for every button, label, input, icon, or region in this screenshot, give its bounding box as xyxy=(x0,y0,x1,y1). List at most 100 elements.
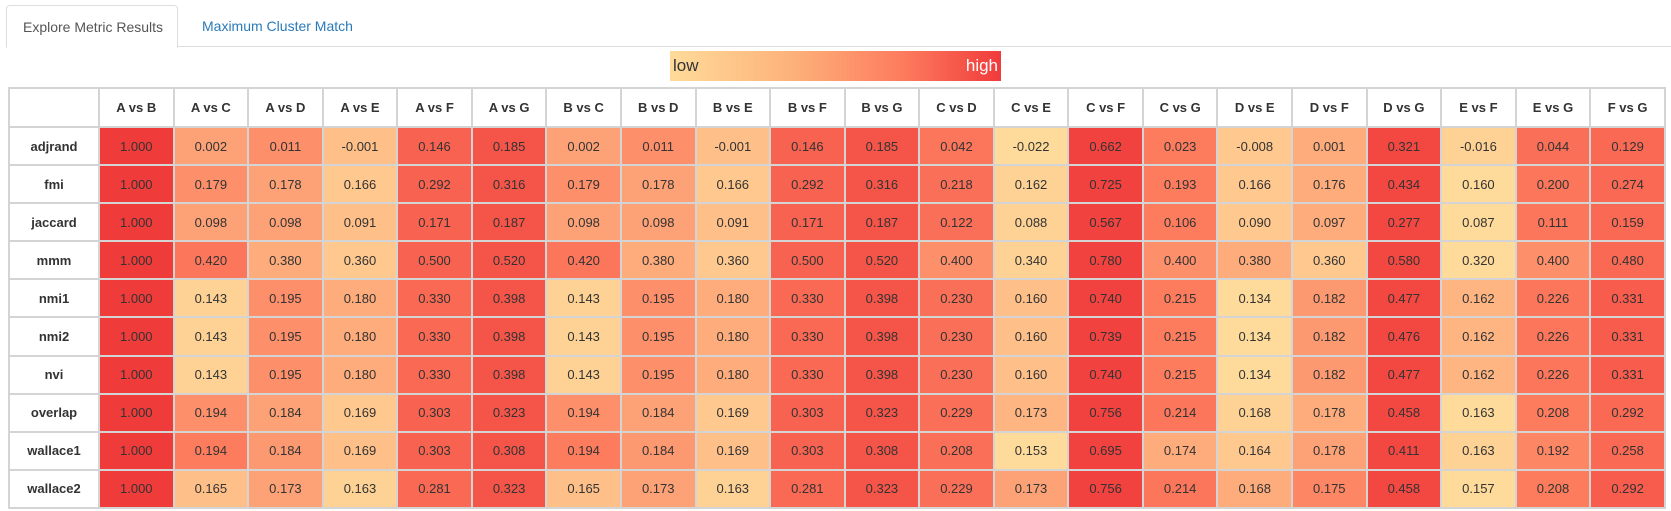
metric-cell: 0.330 xyxy=(396,316,473,357)
metric-cell: 0.780 xyxy=(1067,240,1144,281)
metric-cell: 0.166 xyxy=(321,164,399,205)
metric-cell: 0.162 xyxy=(1440,278,1517,319)
metric-cell: 0.195 xyxy=(619,354,697,395)
column-header: E vs F xyxy=(1440,87,1517,128)
metric-cell: 0.277 xyxy=(1365,202,1443,243)
metric-cell: 0.180 xyxy=(694,278,772,319)
metric-cell: 0.134 xyxy=(1216,278,1293,319)
metric-cell: 0.477 xyxy=(1365,278,1443,319)
metric-cell: 0.173 xyxy=(992,392,1070,433)
metric-cell: 0.281 xyxy=(396,468,473,510)
metric-cell: 0.165 xyxy=(545,468,622,510)
metric-cell: 0.153 xyxy=(992,430,1070,471)
metric-cell: 0.500 xyxy=(396,240,473,281)
metric-cell: 0.143 xyxy=(545,278,622,319)
metric-cell: 0.195 xyxy=(247,316,324,357)
tab-maximum-cluster-match[interactable]: Maximum Cluster Match xyxy=(202,18,353,34)
metric-cell: 0.169 xyxy=(694,392,772,433)
metric-cell: 0.002 xyxy=(172,125,250,167)
column-header: A vs C xyxy=(172,87,250,128)
metric-cell: 0.185 xyxy=(843,125,921,167)
metric-cell: 0.398 xyxy=(470,316,548,357)
metric-cell: 0.162 xyxy=(1440,316,1517,357)
column-header: C vs F xyxy=(1067,87,1144,128)
metric-cell: 0.180 xyxy=(321,316,399,357)
metric-cell: 0.323 xyxy=(843,392,921,433)
metric-cell: 0.179 xyxy=(545,164,622,205)
metric-cell: 0.171 xyxy=(769,202,846,243)
column-header: E vs G xyxy=(1514,87,1592,128)
metric-cell: 0.023 xyxy=(1141,125,1219,167)
metric-cell: 0.143 xyxy=(172,354,250,395)
metric-cell: 0.458 xyxy=(1365,468,1443,510)
metric-cell: 0.398 xyxy=(470,278,548,319)
metric-cell: 0.380 xyxy=(247,240,324,281)
metric-cell: 0.740 xyxy=(1067,354,1144,395)
metric-cell: 0.215 xyxy=(1141,354,1219,395)
metric-cell: 0.143 xyxy=(545,354,622,395)
metric-cell: 0.434 xyxy=(1365,164,1443,205)
metric-cell: 0.098 xyxy=(545,202,622,243)
column-header: A vs E xyxy=(321,87,399,128)
metric-cell: 0.180 xyxy=(694,354,772,395)
metric-cell: 0.520 xyxy=(470,240,548,281)
column-header: A vs G xyxy=(470,87,548,128)
metric-cell: 0.168 xyxy=(1216,468,1293,510)
metric-cell: 0.160 xyxy=(992,316,1070,357)
metric-cell: 0.480 xyxy=(1589,240,1666,281)
metric-cell: 0.106 xyxy=(1141,202,1219,243)
metric-cell: 0.091 xyxy=(694,202,772,243)
table-row: overlap 1.000 0.194 0.184 0.169 0.303 0.323 0.1… xyxy=(8,392,1666,433)
metric-cell: 0.662 xyxy=(1067,125,1144,167)
metric-cell: 0.162 xyxy=(1440,354,1517,395)
legend-high-label: high xyxy=(965,56,998,75)
column-header: F vs G xyxy=(1589,87,1666,128)
column-header: A vs B xyxy=(98,87,175,128)
metric-cell: 0.292 xyxy=(396,164,473,205)
metric-cell: 0.184 xyxy=(247,430,324,471)
metric-cell: 0.164 xyxy=(1216,430,1293,471)
metric-cell: 0.180 xyxy=(694,316,772,357)
tab-explore-metric-results[interactable]: Explore Metric Results xyxy=(6,5,178,48)
metric-cell: 0.184 xyxy=(619,430,697,471)
metric-cell: 0.169 xyxy=(694,430,772,471)
metric-cell: 0.143 xyxy=(545,316,622,357)
metric-cell: 0.011 xyxy=(619,125,697,167)
metric-cell: 0.476 xyxy=(1365,316,1443,357)
metric-cell: 0.178 xyxy=(247,164,324,205)
metric-cell: 0.122 xyxy=(918,202,995,243)
metric-cell: 0.215 xyxy=(1141,316,1219,357)
metric-cell: 0.323 xyxy=(470,392,548,433)
metric-cell: 0.192 xyxy=(1514,430,1592,471)
metric-cell: 0.274 xyxy=(1589,164,1666,205)
metric-cell: 0.380 xyxy=(1216,240,1293,281)
row-header: wallace1 xyxy=(8,430,100,471)
metric-cell: 0.187 xyxy=(470,202,548,243)
metric-cell: 0.180 xyxy=(321,354,399,395)
metric-cell: 0.146 xyxy=(396,125,473,167)
column-header: D vs G xyxy=(1365,87,1443,128)
metric-cell: -0.022 xyxy=(992,125,1070,167)
metric-cell: 0.226 xyxy=(1514,278,1592,319)
metric-cell: 0.200 xyxy=(1514,164,1592,205)
metric-cell: 0.185 xyxy=(470,125,548,167)
metric-cell: 0.169 xyxy=(321,392,399,433)
metric-cell: 0.175 xyxy=(1291,468,1368,510)
metric-cell: 0.567 xyxy=(1067,202,1144,243)
column-header: A vs F xyxy=(396,87,473,128)
row-header: wallace2 xyxy=(8,468,100,510)
metric-cell: 0.500 xyxy=(769,240,846,281)
metric-cell: 0.458 xyxy=(1365,392,1443,433)
metric-cell: 0.169 xyxy=(321,430,399,471)
row-header: nmi1 xyxy=(8,278,100,319)
metric-cell: 0.180 xyxy=(321,278,399,319)
metric-cell: 0.477 xyxy=(1365,354,1443,395)
metric-cell: 0.520 xyxy=(843,240,921,281)
metric-cell: 0.226 xyxy=(1514,354,1592,395)
metric-cell: 0.098 xyxy=(619,202,697,243)
metric-cell: 0.159 xyxy=(1589,202,1666,243)
metric-cell: 0.398 xyxy=(843,354,921,395)
metric-cell: 0.330 xyxy=(396,354,473,395)
metric-cell: 0.398 xyxy=(843,278,921,319)
